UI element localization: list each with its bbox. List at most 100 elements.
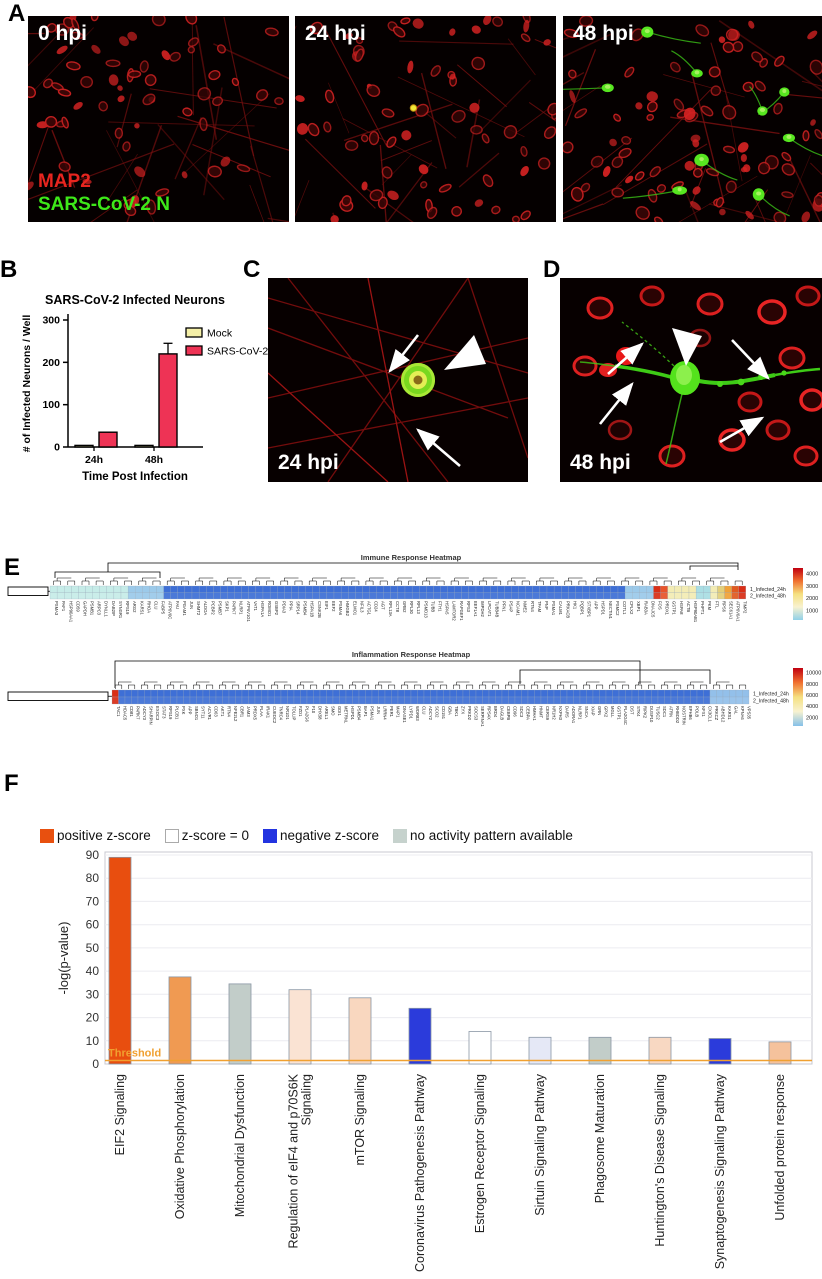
legend-item: negative z-score [262,828,379,843]
svg-text:GAPDH: GAPDH [83,601,88,616]
legend-swatch [164,828,179,843]
svg-text:PARK7: PARK7 [232,601,237,615]
svg-text:PSMA1: PSMA1 [369,706,374,721]
svg-text:10: 10 [86,1034,100,1048]
svg-text:RTN4: RTN4 [226,706,231,718]
svg-text:BAP1: BAP1 [363,706,368,717]
svg-text:PQBP1: PQBP1 [579,601,584,616]
bar-SARS-CoV-2-48h [158,353,178,448]
svg-text:PSMB4: PSMB4 [356,706,361,721]
svg-text:LPCAT1: LPCAT1 [487,601,492,617]
svg-text:CCT8: CCT8 [395,601,400,613]
svg-text:CSNK2B: CSNK2B [317,601,322,618]
svg-text:ARPC3: ARPC3 [97,601,102,616]
legend-label: no activity pattern available [410,828,573,843]
colorbar-tick: 10000 [806,671,821,677]
svg-text:CPLX2: CPLX2 [629,601,634,615]
svg-text:SOCS3: SOCS3 [473,706,478,721]
svg-text:JUN: JUN [376,706,381,714]
svg-text:PCBP2: PCBP2 [210,601,215,615]
svg-text:RPL30: RPL30 [409,601,414,614]
pathway-bar [648,1036,672,1065]
svg-text:CERS9: CERS9 [545,706,550,721]
timepoint-label: 24 hpi [278,451,339,474]
colorbar-tick: 6000 [806,693,818,699]
svg-text:JUN: JUN [189,601,194,609]
svg-text:TOLLIP: TOLLIP [291,706,296,721]
svg-text:GSTP1: GSTP1 [616,706,621,720]
svg-text:SNCA: SNCA [584,706,589,718]
pathway-enrichment-bar-chart: 0 10 20 30 40 50 60 70 80 90 -log(p-value) EIF2 Sig… [56,848,813,1272]
svg-text:DAGLB: DAGLB [499,706,504,720]
legend-label: z-score = 0 [181,828,249,843]
svg-text:HK1: HK1 [572,601,577,610]
svg-text:SYNGR1: SYNGR1 [118,601,123,619]
x-axis-label: Unfolded protein response [773,1074,787,1221]
svg-text:RAB3A: RAB3A [643,601,648,615]
svg-text:100: 100 [42,399,60,411]
pathway-bar [528,1036,552,1065]
svg-text:NFIL3: NFIL3 [359,601,364,613]
svg-text:PSMA3: PSMA3 [54,601,59,616]
svg-text:20: 20 [86,1011,100,1025]
svg-text:PLA2G6: PLA2G6 [304,706,309,723]
svg-text:FZD1: FZD1 [298,706,303,717]
zscore-legend: positive z-score z-score = 0 negative z-sc… [40,828,581,843]
pathway-bar [588,1036,612,1065]
svg-text:EPHB6: EPHB6 [688,706,693,720]
svg-text:KARS1: KARS1 [139,601,144,615]
svg-text:PPIA: PPIA [288,601,293,611]
colorbar-tick: 2000 [806,715,818,721]
svg-text:AREL1: AREL1 [324,706,329,720]
svg-text:SEC61A1: SEC61A1 [729,601,734,620]
micrograph-24hpi: 24 hpi [295,16,556,222]
timepoint-label: 0 hpi [38,22,88,45]
pathway-bar [108,856,132,1065]
svg-text:PSMB7: PSMB7 [217,601,222,616]
bar-chart-content: SARS-CoV-2 Infected Neurons 0 100 200 300 24h… [21,293,268,483]
colorbar-tick: 4000 [806,571,818,577]
micrograph-48hpi: 48 hpi [563,16,822,222]
svg-text:HDAC5: HDAC5 [122,706,127,721]
svg-text:HSPD1: HSPD1 [350,706,355,721]
svg-text:TBK1: TBK1 [454,706,459,717]
svg-text:RPL13A: RPL13A [388,601,393,617]
x-axis-label: Huntington's Disease Signaling [653,1074,667,1247]
svg-text:PLA2G4C: PLA2G4C [623,706,628,725]
arrow [719,416,765,444]
svg-text:300: 300 [42,315,60,327]
row-label: 1_Infected_24h [753,692,789,698]
inflammation-response-heatmap: TAC1 HDAC5 CD81 PARK7 ADCY3 SHARPIN EXOC3 STAT3… [7,660,821,727]
infected-neuron-image [560,278,822,482]
svg-text:FOS: FOS [658,601,663,610]
threshold-label: Threshold [108,1048,161,1060]
legend-item: z-score = 0 [164,828,249,843]
map2-stain-label: MAP2 [38,170,91,192]
svg-text:NXPH3: NXPH3 [558,706,563,721]
panel-e-label: E [4,554,21,581]
svg-text:CEBPA: CEBPA [525,706,530,720]
svg-text:ALDOA: ALDOA [203,601,208,615]
svg-text:ACTG1: ACTG1 [366,601,371,616]
svg-text:APP: APP [594,601,599,610]
svg-text:ADCY2: ADCY2 [428,706,433,721]
svg-text:ACVR1: ACVR1 [207,706,212,721]
svg-text:SERPINA1: SERPINA1 [480,706,485,727]
svg-text:LRRN4: LRRN4 [382,706,387,720]
row-label: 2_Infected_48h [750,594,786,600]
svg-text:200: 200 [42,357,60,369]
svg-text:STK4: STK4 [636,706,641,717]
svg-text:JAM3: JAM3 [246,706,251,717]
legend-swatch [40,828,54,843]
svg-text:RPS3: RPS3 [466,601,471,613]
immune-response-heatmap: PSMA3 PAF1 HSP90AA1 CD59 GAPDH PSMB1 ARPC3 DYNL… [7,562,818,623]
svg-text:ABHD12: ABHD12 [720,706,725,723]
panel-c-label: C [243,256,261,283]
colorbar-tick: 1000 [806,609,818,615]
svg-text:TUBB: TUBB [430,601,435,612]
svg-text:PLAA: PLAA [259,706,264,717]
svg-text:HSPA5: HSPA5 [445,601,450,615]
svg-text:EIF1: EIF1 [324,601,329,611]
svg-text:APP: APP [187,706,192,715]
